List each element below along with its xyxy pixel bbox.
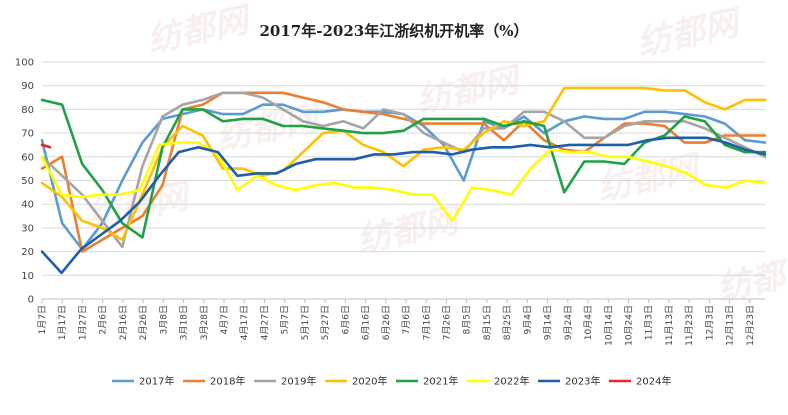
x-tick-label: 3月18日 bbox=[179, 305, 190, 340]
x-tick-label: 1月7日 bbox=[37, 305, 48, 334]
x-tick-label: 5月17日 bbox=[300, 305, 311, 340]
series-line-2018年 bbox=[40, 91, 767, 253]
x-tick-label: 11月3日 bbox=[644, 305, 655, 340]
series-line-2023年 bbox=[40, 136, 767, 275]
y-tick-label: 70 bbox=[21, 129, 34, 140]
x-tick-label: 6月6日 bbox=[340, 305, 351, 334]
y-tick-label: 30 bbox=[21, 223, 34, 234]
x-tick-label: 9月14日 bbox=[543, 305, 554, 340]
series-line-2024年 bbox=[40, 143, 52, 149]
y-tick-label: 40 bbox=[21, 200, 34, 211]
y-tick-label: 80 bbox=[21, 105, 34, 116]
x-tick-label: 4月7日 bbox=[219, 305, 230, 334]
x-tick-label: 7月16日 bbox=[421, 305, 432, 340]
legend-label: 2019年 bbox=[281, 375, 316, 388]
y-tick-label: 100 bbox=[15, 58, 34, 69]
x-tick-label: 10月24日 bbox=[623, 305, 634, 346]
legend: 2017年 2018年 2019年 2020年 2021年 2022年 2023年 2024年 bbox=[112, 375, 671, 388]
y-tick-label: 60 bbox=[21, 152, 34, 163]
x-tick-label: 7月6日 bbox=[401, 305, 412, 334]
x-axis-ticks: 1月7日 1月17日 1月27日 2月6日 2月16日 2月26日 3月8日 3月18日 3月2… bbox=[37, 299, 756, 346]
x-tick-label: 11月23日 bbox=[684, 305, 695, 346]
x-tick-label: 2月16日 bbox=[118, 305, 129, 340]
y-tick-label: 20 bbox=[21, 247, 34, 258]
watermark-text: 纺都网 bbox=[634, 2, 747, 63]
watermark-text: 纺都网 bbox=[714, 247, 788, 308]
x-tick-label: 12月23日 bbox=[745, 305, 756, 346]
x-tick-label: 11月13日 bbox=[664, 305, 675, 346]
x-tick-label: 12月13日 bbox=[725, 305, 736, 346]
x-tick-label: 1月17日 bbox=[57, 305, 68, 340]
y-tick-label: 90 bbox=[21, 81, 34, 92]
watermark-text: 纺都网 bbox=[144, 0, 257, 61]
x-tick-label: 9月24日 bbox=[563, 305, 574, 340]
x-tick-label: 5月27日 bbox=[320, 305, 331, 340]
x-tick-label: 5月7日 bbox=[280, 305, 291, 334]
legend-label: 2020年 bbox=[352, 375, 387, 388]
series-lines bbox=[40, 86, 767, 275]
x-tick-label: 10月4日 bbox=[583, 305, 594, 340]
legend-label: 2018年 bbox=[210, 375, 245, 388]
legend-label: 2024年 bbox=[636, 375, 671, 388]
x-tick-label: 9月4日 bbox=[522, 305, 533, 334]
x-tick-label: 2月26日 bbox=[138, 305, 149, 340]
x-tick-label: 1月27日 bbox=[77, 305, 88, 340]
legend-label: 2017年 bbox=[139, 375, 174, 388]
legend-label: 2023年 bbox=[565, 375, 600, 388]
x-tick-label: 6月26日 bbox=[381, 305, 392, 340]
y-axis-ticks: 0 10 20 30 40 50 60 70 80 90 100 bbox=[15, 58, 34, 306]
x-tick-label: 4月27日 bbox=[259, 305, 270, 340]
series-line-2021年 bbox=[40, 98, 767, 239]
x-tick-label: 3月8日 bbox=[158, 305, 169, 334]
chart-title: 2017年-2023年江浙织机开机率（%） bbox=[260, 22, 529, 40]
x-tick-label: 7月26日 bbox=[441, 305, 452, 340]
x-tick-label: 8月25日 bbox=[502, 305, 513, 340]
gridlines bbox=[42, 61, 765, 300]
series-line-2022年 bbox=[40, 141, 767, 223]
legend-label: 2022年 bbox=[494, 375, 529, 388]
x-tick-label: 3月28日 bbox=[199, 305, 210, 340]
x-tick-label: 10月14日 bbox=[603, 305, 614, 346]
x-tick-label: 8月5日 bbox=[462, 305, 473, 334]
y-tick-label: 50 bbox=[21, 176, 34, 187]
y-tick-label: 0 bbox=[28, 295, 34, 306]
x-tick-label: 6月16日 bbox=[361, 305, 372, 340]
x-tick-label: 12月3日 bbox=[704, 305, 715, 340]
watermark-text: 纺都网 bbox=[214, 97, 327, 158]
watermark-text: 纺都网 bbox=[414, 59, 527, 120]
x-tick-label: 8月15日 bbox=[482, 305, 493, 340]
x-tick-label: 2月6日 bbox=[98, 305, 109, 334]
series-line-2019年 bbox=[40, 91, 767, 249]
y-tick-label: 10 bbox=[21, 271, 34, 282]
legend-label: 2021年 bbox=[423, 375, 458, 388]
x-tick-label: 4月17日 bbox=[239, 305, 250, 340]
